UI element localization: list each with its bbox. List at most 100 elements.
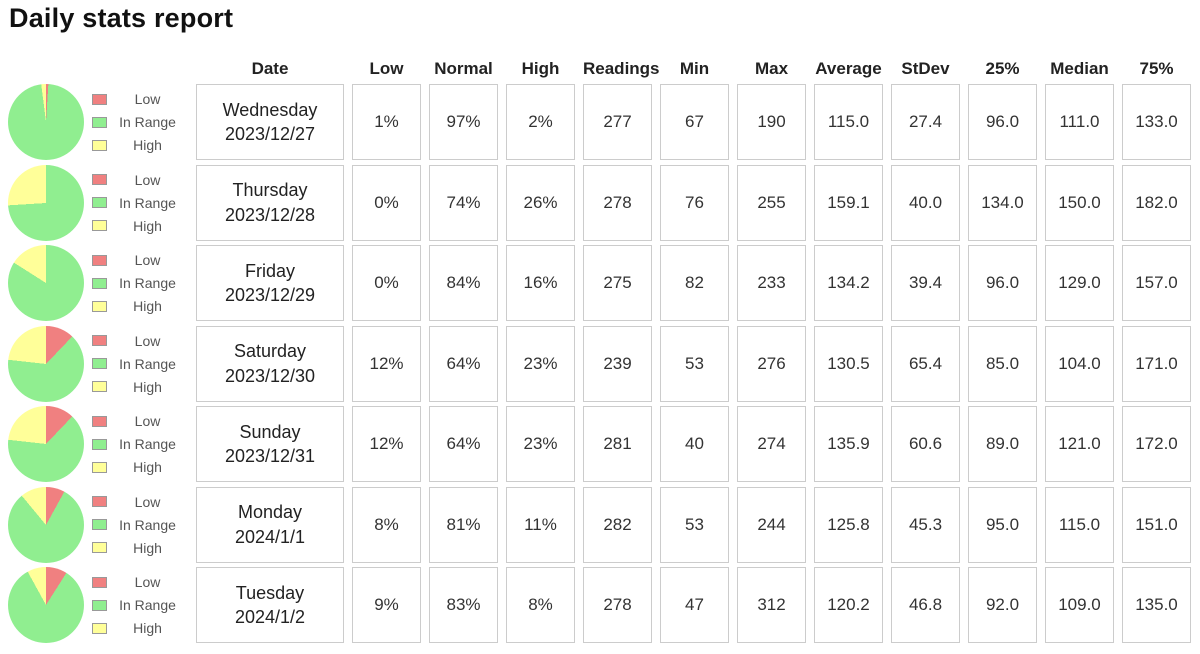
- cell-average: 130.5: [814, 325, 883, 402]
- cell-25pct: 89.0: [968, 406, 1037, 483]
- cell-max: 233: [737, 245, 806, 322]
- legend-item-low: Low: [92, 333, 188, 349]
- date-cell: Tuesday 2024/1/2: [196, 567, 344, 644]
- day-name: Sunday: [239, 421, 301, 442]
- cell-median: 115.0: [1045, 486, 1114, 563]
- legend-label-low: Low: [134, 171, 161, 188]
- legend-item-high: High: [92, 540, 188, 556]
- column-header-readings: Readings: [583, 58, 660, 78]
- in-range-swatch-icon: [92, 116, 107, 128]
- cell-average: 159.1: [814, 164, 883, 241]
- date-value: 2023/12/31: [224, 446, 316, 467]
- cell-average: 134.2: [814, 245, 883, 322]
- high-swatch-icon: [92, 300, 107, 312]
- legend-label-high: High: [133, 137, 162, 154]
- legend-label-in-range: In Range: [119, 275, 176, 292]
- column-header-25pct: 25%: [985, 58, 1020, 78]
- cell-high: 26%: [506, 164, 575, 241]
- table-row: Low In Range High Saturday 2023/12/30 12…: [0, 324, 1200, 405]
- cell-stdev: 27.4: [891, 84, 960, 161]
- cell-average: 115.0: [814, 84, 883, 161]
- cell-min: 82: [660, 245, 729, 322]
- cell-readings: 278: [583, 164, 652, 241]
- legend-item-in-range: In Range: [92, 195, 188, 211]
- legend-item-low: Low: [92, 574, 188, 590]
- cell-readings: 277: [583, 84, 652, 161]
- pie-cell: [8, 245, 84, 322]
- date-cell: Sunday 2023/12/31: [196, 406, 344, 483]
- pie-cell: [8, 164, 84, 241]
- cell-min: 47: [660, 567, 729, 644]
- cell-median: 104.0: [1045, 325, 1114, 402]
- low-swatch-icon: [92, 415, 107, 427]
- cell-average: 135.9: [814, 406, 883, 483]
- cell-75pct: 172.0: [1122, 406, 1191, 483]
- cell-high: 2%: [506, 84, 575, 161]
- table-row: Low In Range High Monday 2024/1/1 8% 81%…: [0, 485, 1200, 566]
- legend-label-low: Low: [134, 413, 161, 430]
- cell-stdev: 45.3: [891, 486, 960, 563]
- date-cell: Monday 2024/1/1: [196, 486, 344, 563]
- cell-25pct: 134.0: [968, 164, 1037, 241]
- cell-75pct: 135.0: [1122, 567, 1191, 644]
- legend-item-low: Low: [92, 252, 188, 268]
- legend-label-in-range: In Range: [119, 114, 176, 131]
- column-header-stdev: StDev: [901, 58, 950, 78]
- pie-chart: [8, 486, 84, 563]
- cell-75pct: 182.0: [1122, 164, 1191, 241]
- cell-75pct: 151.0: [1122, 486, 1191, 563]
- pie-chart: [8, 245, 84, 322]
- cell-min: 76: [660, 164, 729, 241]
- high-swatch-icon: [92, 139, 107, 151]
- legend-item-in-range: In Range: [92, 114, 188, 130]
- legend-label-low: Low: [134, 493, 161, 510]
- cell-high: 23%: [506, 325, 575, 402]
- table-row: Low In Range High Wednesday 2023/12/27 1…: [0, 82, 1200, 163]
- pie-legend: Low In Range High: [92, 91, 188, 153]
- pie-legend: Low In Range High: [92, 333, 188, 395]
- legend-item-low: Low: [92, 494, 188, 510]
- in-range-swatch-icon: [92, 358, 107, 370]
- cell-average: 120.2: [814, 567, 883, 644]
- high-swatch-icon: [92, 461, 107, 473]
- legend-label-high: High: [133, 217, 162, 234]
- day-name: Friday: [244, 260, 295, 281]
- table-row: Low In Range High Thursday 2023/12/28 0%…: [0, 163, 1200, 244]
- day-name: Tuesday: [235, 582, 305, 603]
- legend-label-low: Low: [134, 574, 161, 591]
- in-range-swatch-icon: [92, 599, 107, 611]
- cell-low: 12%: [352, 325, 421, 402]
- cell-low: 12%: [352, 406, 421, 483]
- pie-legend: Low In Range High: [92, 494, 188, 556]
- column-header-75pct: 75%: [1139, 58, 1174, 78]
- legend-item-high: High: [92, 137, 188, 153]
- cell-high: 8%: [506, 567, 575, 644]
- column-header-min: Min: [679, 58, 710, 78]
- legend-label-low: Low: [134, 332, 161, 349]
- cell-max: 244: [737, 486, 806, 563]
- legend-item-low: Low: [92, 91, 188, 107]
- legend-label-in-range: In Range: [119, 597, 176, 614]
- cell-readings: 275: [583, 245, 652, 322]
- cell-normal: 64%: [429, 406, 498, 483]
- in-range-swatch-icon: [92, 438, 107, 450]
- column-header-average: Average: [815, 58, 882, 78]
- date-cell: Saturday 2023/12/30: [196, 325, 344, 402]
- legend-label-high: High: [133, 298, 162, 315]
- cell-high: 11%: [506, 486, 575, 563]
- legend-item-in-range: In Range: [92, 275, 188, 291]
- cell-25pct: 85.0: [968, 325, 1037, 402]
- legend-item-low: Low: [92, 172, 188, 188]
- pie-chart: [8, 567, 84, 644]
- cell-min: 53: [660, 325, 729, 402]
- column-header-high: High: [521, 58, 560, 78]
- cell-25pct: 92.0: [968, 567, 1037, 644]
- table-row: Low In Range High Tuesday 2024/1/2 9% 83…: [0, 565, 1200, 646]
- day-name: Monday: [237, 502, 303, 523]
- cell-average: 125.8: [814, 486, 883, 563]
- table-row: Low In Range High Friday 2023/12/29 0% 8…: [0, 243, 1200, 324]
- cell-stdev: 46.8: [891, 567, 960, 644]
- table-row: Low In Range High Sunday 2023/12/31 12% …: [0, 404, 1200, 485]
- pie-chart: [8, 164, 84, 241]
